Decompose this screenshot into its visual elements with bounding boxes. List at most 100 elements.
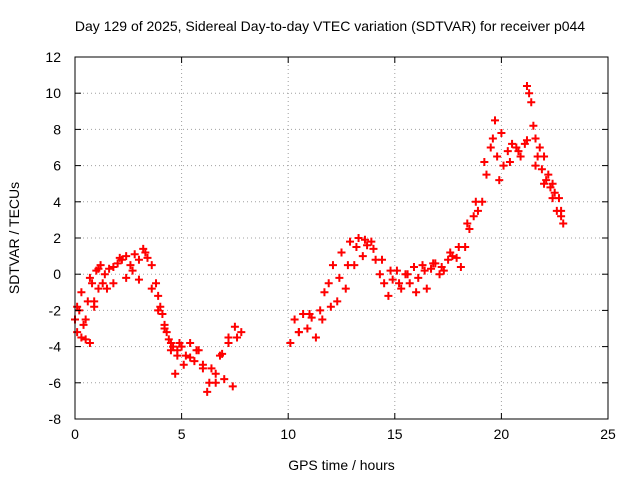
data-point: [548, 194, 557, 203]
data-point: [375, 270, 384, 279]
data-point: [537, 165, 546, 174]
data-point: [544, 170, 553, 179]
data-point: [557, 206, 566, 215]
data-point: [147, 284, 156, 293]
data-point: [286, 338, 295, 347]
data-point: [79, 320, 88, 329]
data-point: [499, 161, 508, 170]
data-point: [102, 284, 111, 293]
y-axis-label: SDTVAR / TECUs: [6, 181, 22, 295]
data-point: [395, 279, 404, 288]
data-point: [456, 262, 465, 271]
data-point: [122, 273, 131, 282]
data-point: [211, 369, 220, 378]
data-point: [81, 335, 90, 344]
data-point: [177, 342, 186, 351]
data-point: [497, 129, 506, 138]
data-point: [427, 264, 436, 273]
data-point: [452, 253, 461, 262]
data-point: [143, 253, 152, 262]
data-point: [94, 284, 103, 293]
data-point: [516, 152, 525, 161]
x-tick-label: 5: [178, 426, 186, 442]
data-point: [294, 328, 303, 337]
data-point: [343, 261, 352, 270]
data-point: [420, 266, 429, 275]
data-point: [429, 259, 438, 268]
data-point: [486, 143, 495, 152]
data-point: [98, 279, 107, 288]
data-point: [77, 288, 86, 297]
data-point: [192, 346, 201, 355]
data-point: [335, 273, 344, 282]
x-axis: 0 5 10 15 20 25: [71, 57, 616, 442]
y-axis: -8 -6 -4 -2 0 2 4 6 8 10 12: [45, 49, 608, 427]
y-tick-label: 0: [53, 266, 61, 282]
data-point: [480, 157, 489, 166]
data-point: [346, 237, 355, 246]
data-point: [122, 252, 131, 261]
data-point: [88, 279, 97, 288]
data-point: [311, 333, 320, 342]
data-point: [198, 364, 207, 373]
data-point: [531, 134, 540, 143]
data-point: [147, 261, 156, 270]
data-point: [203, 387, 212, 396]
data-point: [320, 288, 329, 297]
data-point: [341, 284, 350, 293]
data-point: [540, 179, 549, 188]
y-tick-label: -8: [49, 411, 62, 427]
data-point: [503, 147, 512, 156]
data-point: [527, 98, 536, 107]
data-point: [220, 375, 229, 384]
data-point: [85, 273, 94, 282]
data-point: [469, 212, 478, 221]
data-point: [134, 255, 143, 264]
data-point: [514, 147, 523, 156]
data-point: [186, 353, 195, 362]
y-tick-label: 12: [45, 49, 61, 65]
data-point: [166, 346, 175, 355]
data-point: [525, 89, 534, 98]
data-point: [358, 252, 367, 261]
data-point: [290, 315, 299, 324]
data-point: [352, 243, 361, 252]
data-point: [113, 259, 122, 268]
x-tick-label: 10: [280, 426, 296, 442]
y-tick-label: 6: [53, 158, 61, 174]
data-point: [326, 302, 335, 311]
data-point: [529, 121, 538, 130]
data-point: [181, 351, 190, 360]
data-point: [367, 237, 376, 246]
data-point: [205, 378, 214, 387]
data-point: [73, 302, 82, 311]
data-point: [141, 248, 150, 257]
data-point: [471, 197, 480, 206]
data-point: [559, 219, 568, 228]
data-point: [154, 306, 163, 315]
chart-title: Day 129 of 2025, Sidereal Day-to-day VTE…: [74, 18, 586, 34]
data-point: [228, 382, 237, 391]
data-point: [81, 315, 90, 324]
data-point: [412, 288, 421, 297]
data-point: [363, 241, 372, 250]
data-point: [550, 188, 559, 197]
data-point: [488, 134, 497, 143]
data-point: [505, 157, 514, 166]
data-point: [454, 243, 463, 252]
data-point: [444, 255, 453, 264]
data-point: [535, 143, 544, 152]
data-point: [409, 262, 418, 271]
data-point: [333, 297, 342, 306]
y-tick-label: -6: [49, 375, 62, 391]
data-points: [71, 81, 568, 396]
data-point: [380, 279, 389, 288]
data-point: [218, 349, 227, 358]
y-tick-label: 4: [53, 194, 61, 210]
data-point: [128, 266, 137, 275]
data-point: [522, 136, 531, 145]
data-point: [540, 152, 549, 161]
data-point: [109, 279, 118, 288]
data-point: [115, 253, 124, 262]
